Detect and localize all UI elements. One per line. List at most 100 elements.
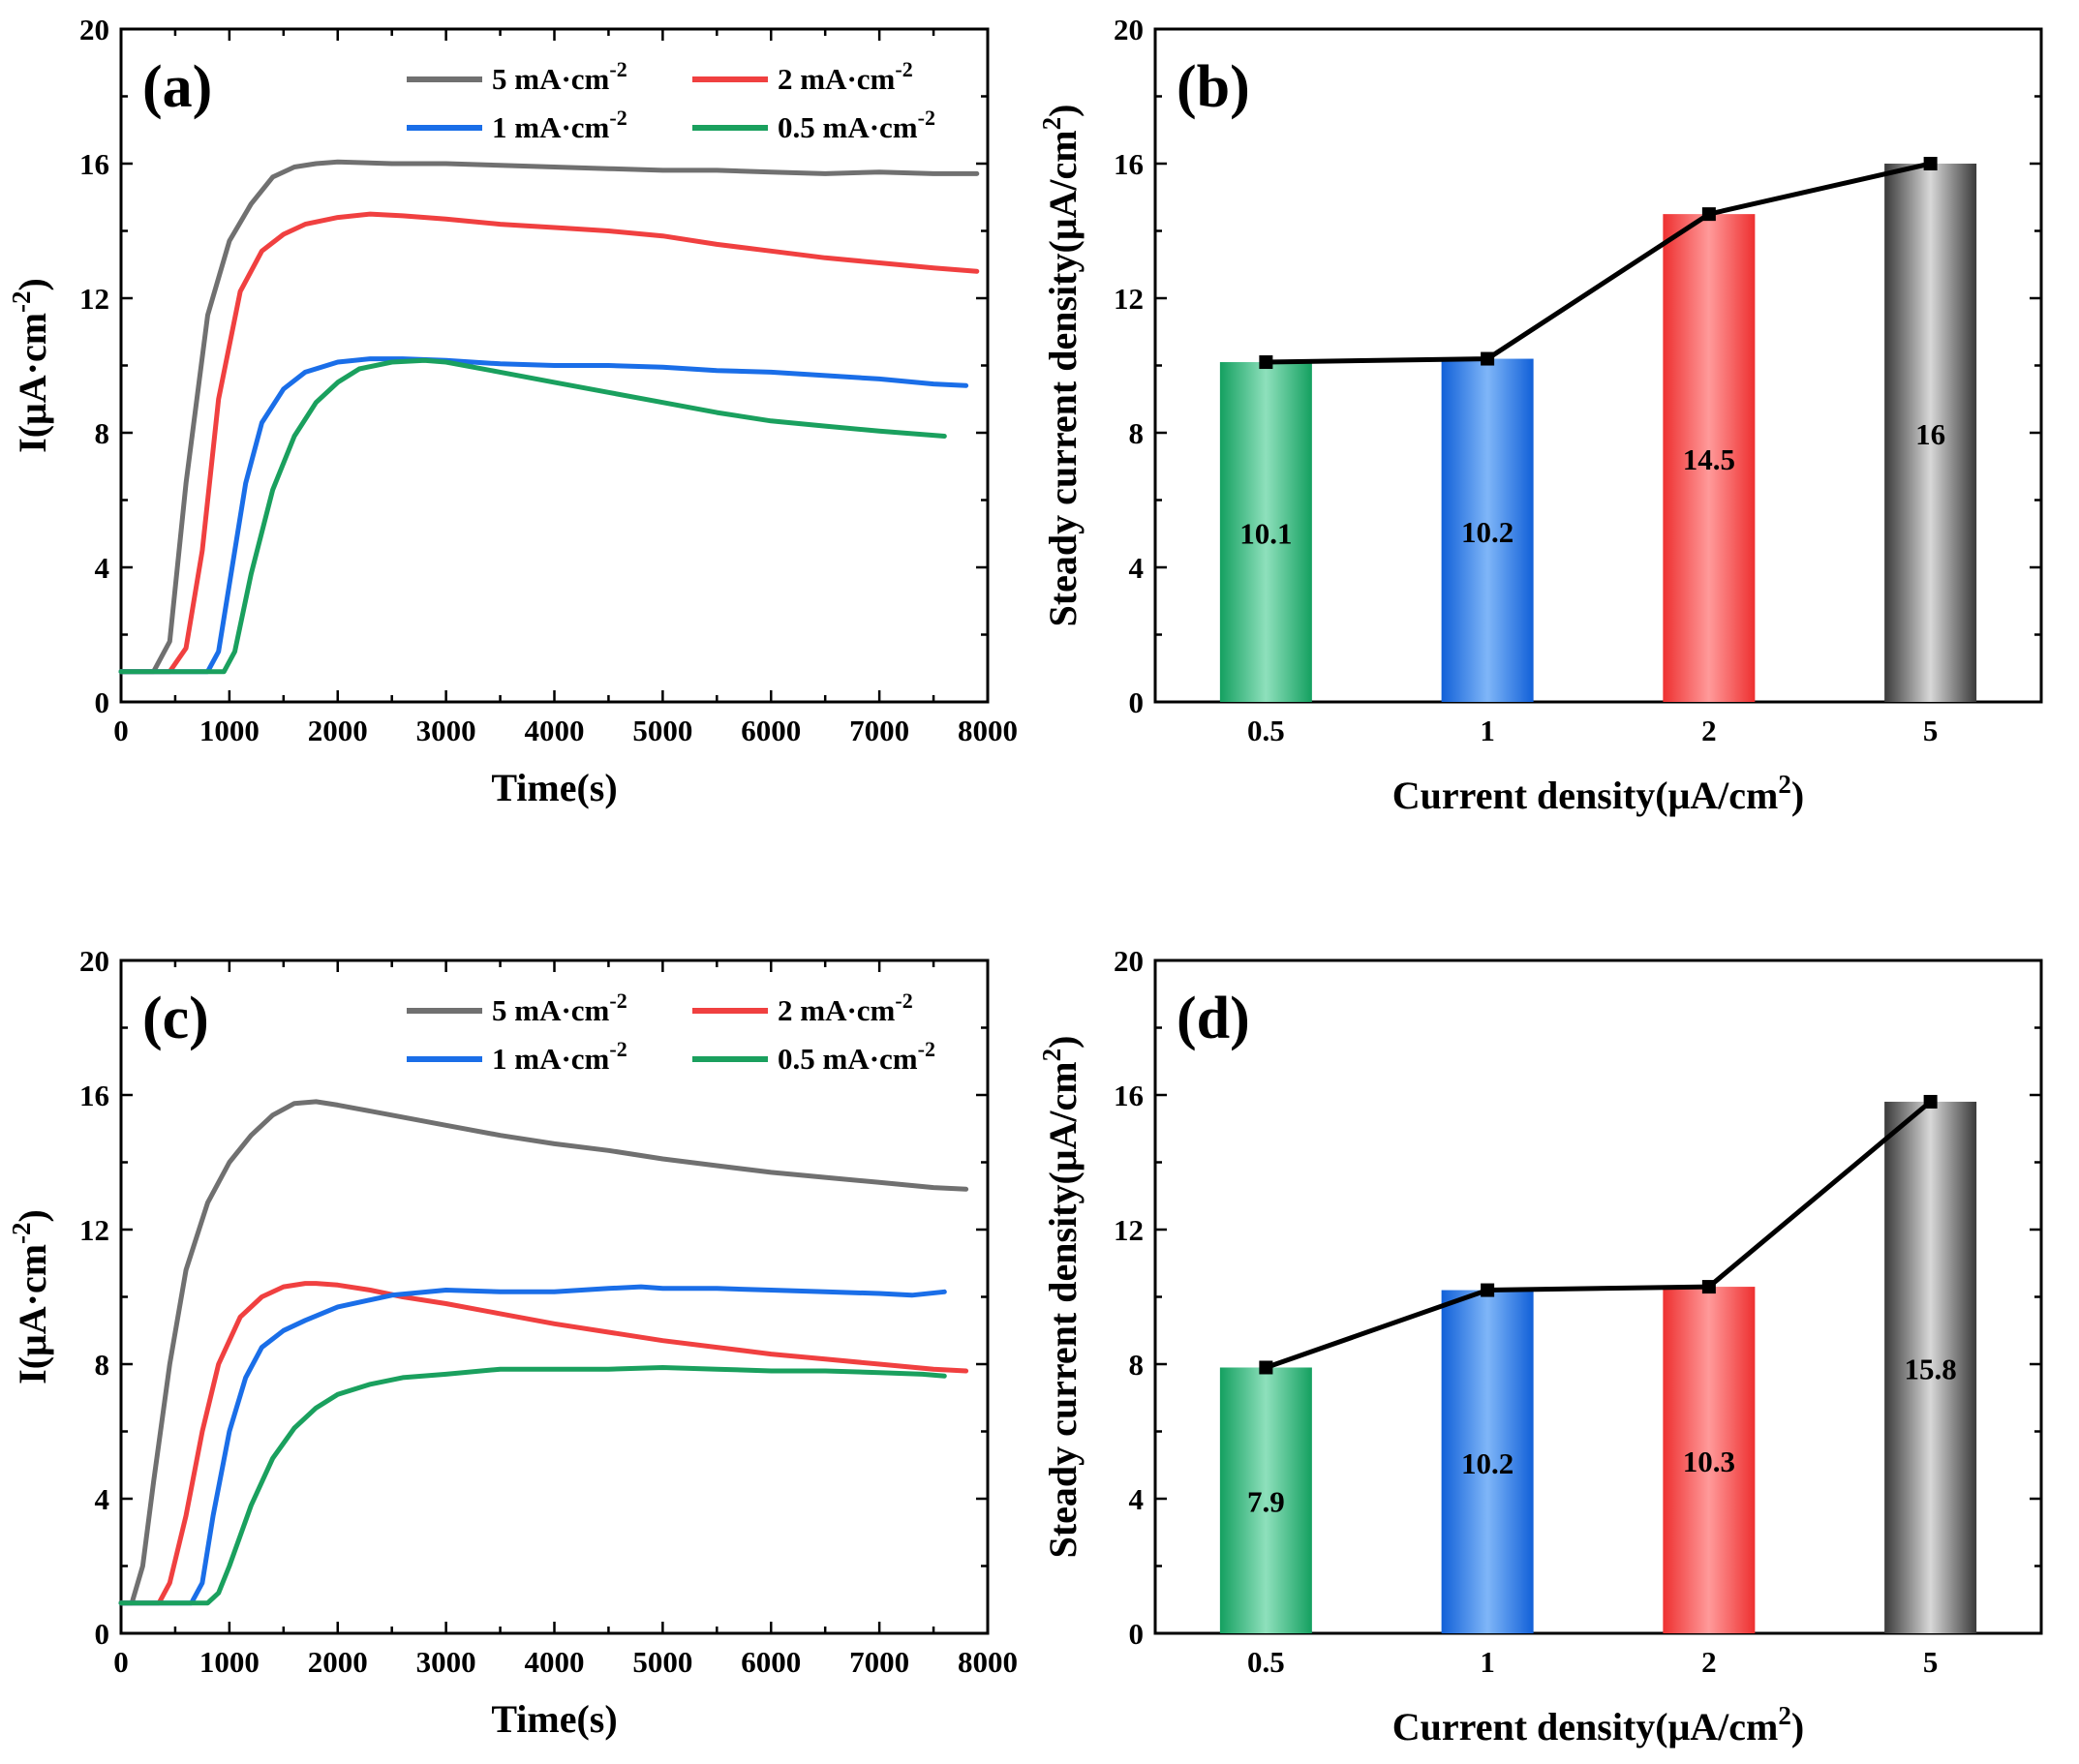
series-line-4 [118,1365,947,1606]
x-tick-label: 2000 [308,1645,368,1679]
trend-marker [1481,351,1495,366]
panel-3: 0 4 8 12 16 20 I(μA·cm-2​) (c) 0 1000 2000 3000 4000… [7,944,1018,1741]
bar-2 [1663,214,1756,702]
y-tick-label: 20 [1114,13,1144,46]
y-tick-label: 8 [95,1348,110,1382]
series-line-1 [118,159,980,675]
x-tick-label: 7000 [849,714,909,747]
trend-marker [1701,1280,1716,1294]
x-tick-label: 2 [1701,714,1717,747]
x-tick-label: 8000 [958,1645,1018,1679]
x-tick-label: 1 [1480,1645,1495,1679]
bar-2 [1663,1287,1756,1633]
series-line-3 [118,1284,947,1606]
trend-marker [1259,355,1273,370]
y-tick-label: 0 [1129,1617,1145,1651]
legend-label-4: 0.5 mA·cm-2​ [778,106,935,144]
y-tick-label: 20 [1114,944,1144,978]
y-axis-title: Steady current density(μA/cm2​) [1037,105,1085,627]
series-line-1 [118,1099,969,1606]
series-line-4 [118,357,947,675]
x-axis-title: Current density(μA/cm2​) [1392,770,1804,817]
y-axis-title: I(μA·cm-2​) [7,1209,54,1384]
y-tick-label: 12 [1114,1213,1144,1247]
x-axis-title: Time(s) [491,766,617,809]
x-tick-label: 8000 [958,714,1018,747]
y-tick-label: 4 [95,1482,110,1516]
x-tick-label: 0.5 [1247,714,1285,747]
bar-value-label: 7.9 [1247,1485,1285,1519]
x-tick-label: 6000 [741,1645,801,1679]
x-tick-label: 5 [1923,714,1939,747]
y-tick-label: 8 [95,416,110,450]
y-tick-label: 4 [95,551,110,585]
legend-label-1: 5 mA·cm-2​ [492,988,627,1027]
y-tick-label: 20 [79,13,109,46]
y-tick-label: 4 [1129,551,1145,585]
y-tick-label: 12 [1114,282,1144,316]
panel-label: (b) [1177,54,1250,120]
y-tick-label: 12 [79,282,109,316]
y-tick-label: 16 [79,1079,109,1112]
x-tick-label: 2000 [308,714,368,747]
y-tick-label: 8 [1129,1348,1145,1382]
x-tick-label: 6000 [741,714,801,747]
bar-0.5 [1219,1367,1312,1633]
x-tick-label: 0 [113,714,129,747]
bar-value-label: 10.2 [1461,515,1513,549]
legend-label-2: 2 mA·cm-2​ [778,57,913,96]
series-line-2 [118,1281,969,1606]
trend-line [1266,161,1932,365]
x-tick-label: 1000 [199,714,260,747]
x-tick-label: 1 [1480,714,1495,747]
x-tick-label: 4000 [525,1645,585,1679]
series-line-2 [118,211,980,675]
bar-0.5 [1219,362,1312,702]
bar-value-label: 14.5 [1683,442,1735,476]
y-axis-title: I(μA·cm-2​) [7,278,54,453]
bar-value-label: 16 [1915,417,1945,451]
bar-1 [1441,1290,1534,1633]
y-tick-label: 12 [79,1213,109,1247]
bar-5 [1884,164,1977,702]
legend-label-1: 5 mA·cm-2​ [492,57,627,96]
trend-marker [1923,157,1938,170]
x-tick-label: 7000 [849,1645,909,1679]
x-tick-label: 3000 [416,1645,476,1679]
x-tick-label: 0 [113,1645,129,1679]
x-tick-label: 3000 [416,714,476,747]
y-tick-label: 16 [1114,147,1144,181]
panel-label: (a) [142,54,212,120]
y-tick-label: 0 [1129,685,1145,719]
trend-marker [1701,207,1716,222]
x-tick-label: 5 [1923,1645,1939,1679]
x-tick-label: 5000 [632,714,692,747]
x-tick-label: 5000 [632,1645,692,1679]
x-axis-title: Current density(μA/cm2​) [1392,1701,1804,1749]
legend-label-4: 0.5 mA·cm-2​ [778,1037,935,1076]
bar-value-label: 15.8 [1905,1352,1957,1385]
panel-1: 0 4 8 12 16 20 I(μA·cm-2​) (a) 0 1000 2000 3000 4000… [7,13,1018,809]
trend-marker [1923,1094,1938,1109]
bar-5 [1884,1101,1977,1633]
series-line-3 [118,356,969,675]
bar-value-label: 10.3 [1683,1445,1735,1478]
x-tick-label: 0.5 [1247,1645,1285,1679]
panels: 048121620I(μA·cm-2​)(a)01000200030004000… [7,13,2043,1749]
legend-label-3: 1 mA·cm-2​ [492,106,627,144]
y-tick-label: 0 [95,685,110,719]
trend-marker [1481,1283,1495,1297]
y-tick-label: 0 [95,1617,110,1651]
legend-label-3: 1 mA·cm-2​ [492,1037,627,1076]
trend-marker [1259,1360,1273,1375]
bar-value-label: 10.2 [1461,1446,1513,1480]
y-axis-title: Steady current density(μA/cm2​) [1037,1036,1085,1559]
y-tick-label: 20 [79,944,109,978]
y-tick-label: 8 [1129,416,1145,450]
bar-1 [1441,358,1534,702]
x-tick-label: 1000 [199,1645,260,1679]
x-axis-title: Time(s) [491,1697,617,1741]
